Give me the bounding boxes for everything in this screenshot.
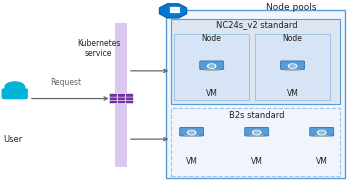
Circle shape <box>189 131 195 134</box>
Circle shape <box>288 64 297 68</box>
Polygon shape <box>159 4 187 18</box>
FancyBboxPatch shape <box>180 127 204 136</box>
Circle shape <box>254 131 259 134</box>
Text: User: User <box>4 135 23 145</box>
Text: VM: VM <box>186 157 198 166</box>
FancyBboxPatch shape <box>2 88 28 99</box>
Text: Node: Node <box>202 34 222 43</box>
Text: Node: Node <box>283 34 303 43</box>
FancyBboxPatch shape <box>310 127 334 136</box>
Text: Request: Request <box>50 78 81 86</box>
FancyBboxPatch shape <box>171 19 340 104</box>
FancyBboxPatch shape <box>255 34 330 100</box>
Circle shape <box>208 64 216 68</box>
Circle shape <box>290 65 295 68</box>
FancyBboxPatch shape <box>115 23 127 167</box>
FancyBboxPatch shape <box>126 100 133 103</box>
Circle shape <box>318 130 326 135</box>
Text: B2s standard: B2s standard <box>229 110 285 120</box>
Text: VM: VM <box>287 89 299 98</box>
Text: VM: VM <box>206 89 217 98</box>
FancyBboxPatch shape <box>174 7 180 10</box>
Text: Node pools: Node pools <box>266 4 317 12</box>
Text: NC24s_v2 standard: NC24s_v2 standard <box>216 20 298 29</box>
FancyBboxPatch shape <box>118 94 125 97</box>
Circle shape <box>187 130 196 135</box>
FancyBboxPatch shape <box>109 100 117 103</box>
FancyBboxPatch shape <box>200 61 224 70</box>
Circle shape <box>209 65 214 68</box>
Circle shape <box>253 130 261 135</box>
FancyBboxPatch shape <box>171 108 340 176</box>
Text: VM: VM <box>316 157 328 166</box>
Text: Kubernetes
service: Kubernetes service <box>77 39 120 58</box>
FancyBboxPatch shape <box>281 61 305 70</box>
FancyBboxPatch shape <box>174 34 249 100</box>
Circle shape <box>5 82 25 92</box>
FancyBboxPatch shape <box>170 10 176 13</box>
FancyBboxPatch shape <box>245 127 269 136</box>
FancyBboxPatch shape <box>170 7 176 10</box>
FancyBboxPatch shape <box>126 94 133 97</box>
FancyBboxPatch shape <box>109 97 117 100</box>
Circle shape <box>319 131 324 134</box>
FancyBboxPatch shape <box>118 97 125 100</box>
Text: VM: VM <box>251 157 263 166</box>
FancyBboxPatch shape <box>126 97 133 100</box>
FancyBboxPatch shape <box>118 100 125 103</box>
FancyBboxPatch shape <box>174 10 180 13</box>
FancyBboxPatch shape <box>166 10 345 178</box>
FancyBboxPatch shape <box>109 94 117 97</box>
